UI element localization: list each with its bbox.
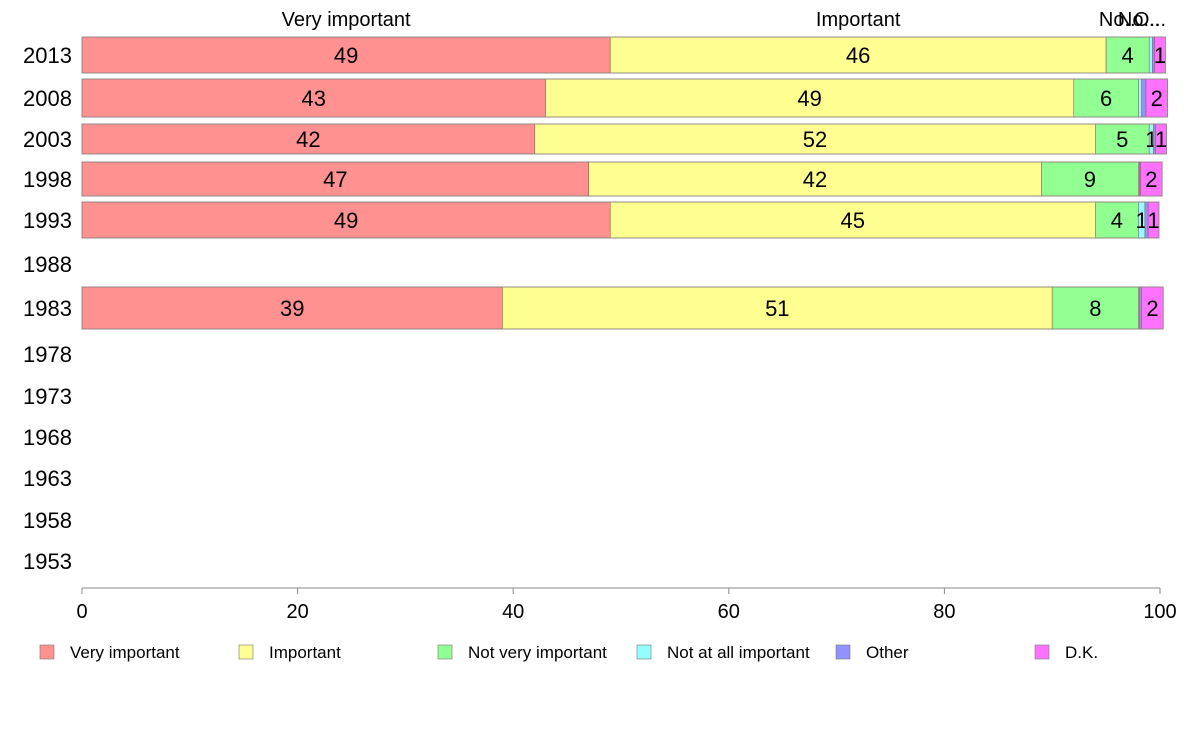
bar-segment-1993-1	[609, 201, 1096, 239]
y-tick-label-2013: 2013	[23, 43, 72, 68]
data-label-2013-1: 46	[846, 43, 870, 68]
bar-segment-2013-3	[1148, 36, 1153, 74]
data-label-1983-2: 8	[1089, 296, 1101, 321]
legend-label-4: Other	[866, 643, 909, 662]
data-label-1983-1: 51	[765, 296, 789, 321]
column-label-0: Very important	[282, 9, 411, 31]
legend-swatch-5	[1034, 644, 1050, 660]
legend-label-3: Not at all important	[667, 643, 810, 662]
data-label-2013-5: 1	[1154, 43, 1166, 68]
bar-outline-2013	[81, 36, 1166, 74]
data-label-2013-2: 4	[1122, 43, 1134, 68]
data-label-2003-5: 1	[1155, 127, 1167, 152]
x-tick-label-0: 0	[76, 601, 87, 623]
x-tick-label-40: 40	[502, 601, 524, 623]
y-tick-label-1973: 1973	[23, 384, 72, 409]
y-tick-label-1953: 1953	[23, 549, 72, 574]
data-label-1998-0: 47	[323, 167, 347, 192]
data-label-1993-0: 49	[334, 208, 358, 233]
data-label-2003-1: 52	[803, 127, 827, 152]
legend-label-0: Very important	[70, 643, 180, 662]
data-label-1993-5: 1	[1147, 208, 1159, 233]
legend-label-2: Not very important	[468, 643, 607, 662]
y-tick-label-1963: 1963	[23, 466, 72, 491]
bar-segment-1983-0	[81, 286, 503, 330]
x-tick-label-100: 100	[1143, 601, 1176, 623]
bar-segment-1983-2	[1051, 286, 1139, 330]
data-label-1998-5: 2	[1145, 167, 1157, 192]
data-label-1998-2: 9	[1084, 167, 1096, 192]
bar-outline-1993	[81, 201, 1160, 239]
data-label-1998-1: 42	[803, 167, 827, 192]
legend-swatch-3	[636, 644, 652, 660]
column-label-2: No...	[1099, 9, 1141, 31]
bar-segment-1998-1	[588, 161, 1042, 197]
bar-segment-1993-2	[1095, 201, 1139, 239]
x-tick-label-60: 60	[718, 601, 740, 623]
y-tick-label-1998: 1998	[23, 167, 72, 192]
data-label-1983-5: 2	[1146, 296, 1158, 321]
bar-segment-2003-1	[534, 123, 1096, 155]
bar-outline-2008	[81, 78, 1168, 118]
y-tick-label-1958: 1958	[23, 508, 72, 533]
y-tick-label-1978: 1978	[23, 342, 72, 367]
column-label-3: No...	[1118, 9, 1160, 31]
legend-swatch-2	[437, 644, 453, 660]
data-label-2008-0: 43	[302, 86, 326, 111]
bar-segment-1983-1	[502, 286, 1053, 330]
column-label-1: Important	[816, 9, 901, 31]
y-tick-label-1968: 1968	[23, 425, 72, 450]
y-tick-label-1983: 1983	[23, 296, 72, 321]
data-label-2008-5: 2	[1151, 86, 1163, 111]
bar-segment-1983-4	[1139, 286, 1142, 330]
data-label-2003-2: 5	[1116, 127, 1128, 152]
data-label-2003-0: 42	[296, 127, 320, 152]
data-label-2013-0: 49	[334, 43, 358, 68]
legend-swatch-4	[835, 644, 851, 660]
data-label-1993-2: 4	[1111, 208, 1123, 233]
data-label-2008-2: 6	[1100, 86, 1112, 111]
x-tick-label-80: 80	[933, 601, 955, 623]
bar-segment-2013-0	[81, 36, 611, 74]
x-tick-label-20: 20	[286, 601, 308, 623]
bar-outline-2003	[81, 123, 1167, 155]
column-label-4: O...	[1134, 9, 1166, 31]
bar-segment-2008-4	[1141, 78, 1147, 118]
data-label-2008-1: 49	[797, 86, 821, 111]
bar-segment-1993-0	[81, 201, 611, 239]
legend-swatch-0	[39, 644, 55, 660]
legend-swatch-1	[238, 644, 254, 660]
data-label-1993-1: 45	[841, 208, 865, 233]
bar-segment-2003-2	[1095, 123, 1150, 155]
y-tick-label-2003: 2003	[23, 127, 72, 152]
y-tick-label-1988: 1988	[23, 252, 72, 277]
y-tick-label-1993: 1993	[23, 208, 72, 233]
bar-outline-1983	[81, 286, 1164, 330]
y-tick-label-2008: 2008	[23, 86, 72, 111]
bar-segment-2008-3	[1138, 78, 1142, 118]
legend-label-5: D.K.	[1065, 643, 1098, 662]
legend-label-1: Important	[269, 643, 341, 662]
data-label-1983-0: 39	[280, 296, 304, 321]
bar-outline-1998	[81, 161, 1163, 197]
bar-segment-2013-1	[609, 36, 1107, 74]
